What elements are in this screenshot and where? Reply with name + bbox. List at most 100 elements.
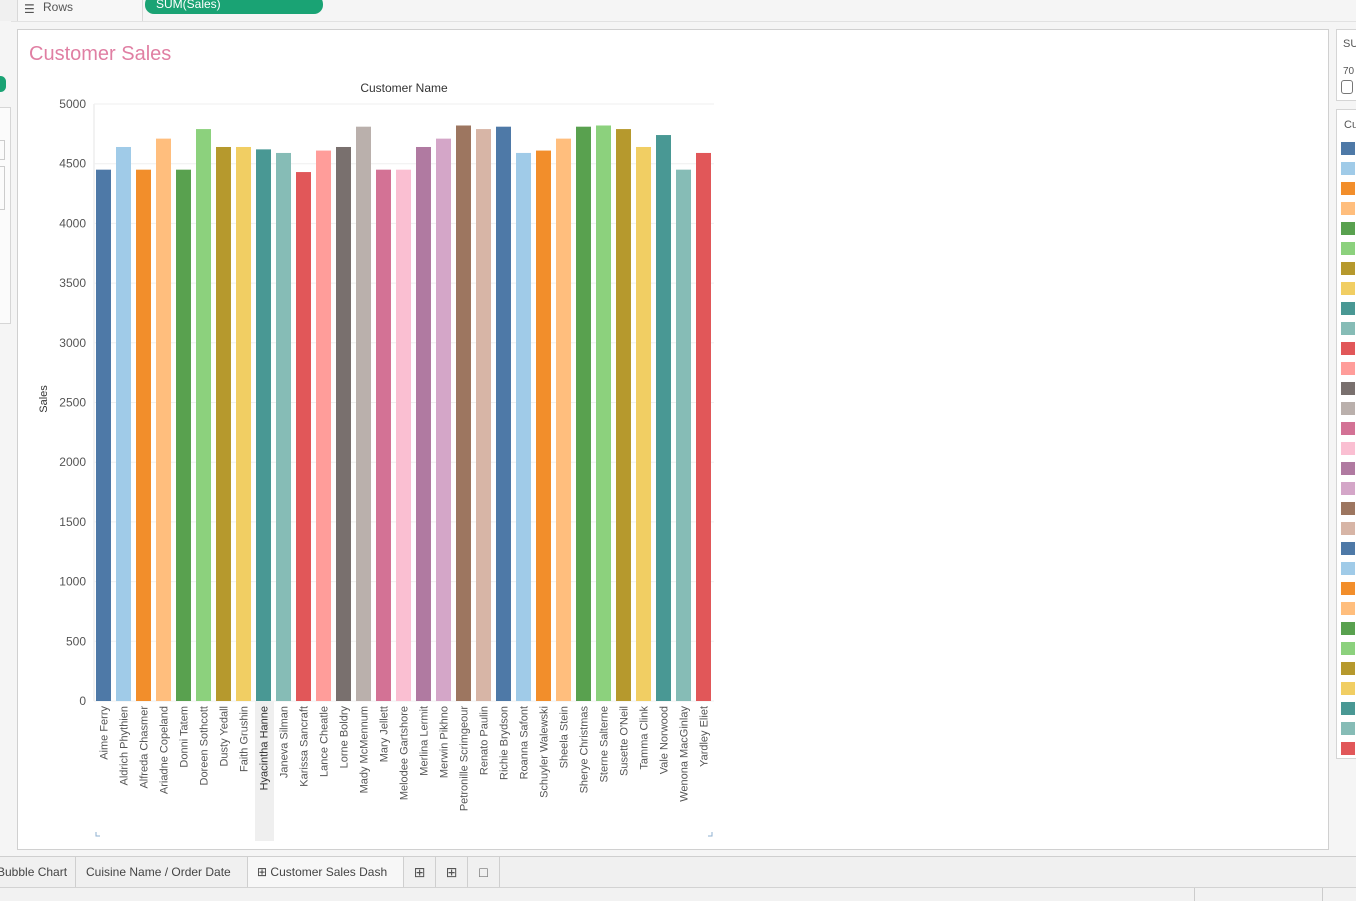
- legend-swatch[interactable]: [1341, 522, 1355, 535]
- x-tick-label[interactable]: Schuyler Walewski: [539, 706, 551, 798]
- left-mini-control[interactable]: [0, 140, 5, 160]
- bar[interactable]: [296, 172, 311, 702]
- legend-swatch[interactable]: [1341, 262, 1355, 275]
- bar[interactable]: [476, 129, 491, 702]
- x-tick-label[interactable]: Tamma Clink: [639, 706, 651, 770]
- bar[interactable]: [116, 146, 131, 701]
- bar[interactable]: [596, 125, 611, 701]
- legend-swatch[interactable]: [1341, 422, 1355, 435]
- x-tick-label[interactable]: Merwin Pikhno: [439, 706, 451, 778]
- legend-swatch[interactable]: [1341, 542, 1355, 555]
- x-tick-label[interactable]: Ariadne Copeland: [159, 706, 171, 794]
- tab-cuisine-order-date[interactable]: Cuisine Name / Order Date: [76, 857, 248, 888]
- legend-swatch[interactable]: [1341, 402, 1355, 415]
- bar[interactable]: [216, 146, 231, 701]
- legend-swatch[interactable]: [1341, 502, 1355, 515]
- x-tick-label[interactable]: Dusty Yedall: [219, 706, 231, 767]
- sum-sales-pill[interactable]: SUM(Sales): [145, 0, 323, 14]
- bar[interactable]: [576, 126, 591, 702]
- bar[interactable]: [696, 152, 711, 702]
- bar[interactable]: [136, 169, 151, 702]
- bar[interactable]: [456, 125, 471, 701]
- legend-swatch[interactable]: [1341, 322, 1355, 335]
- left-mini-control-2[interactable]: [0, 166, 5, 210]
- bar[interactable]: [336, 146, 351, 701]
- legend-swatch[interactable]: [1341, 242, 1355, 255]
- legend-swatch[interactable]: [1341, 622, 1355, 635]
- x-tick-label[interactable]: Aime Ferry: [99, 706, 111, 760]
- bar[interactable]: [176, 169, 191, 702]
- legend-swatch[interactable]: [1341, 662, 1355, 675]
- x-tick-label[interactable]: Renato Paulin: [479, 706, 491, 775]
- bar[interactable]: [496, 126, 511, 702]
- legend-swatch[interactable]: [1341, 742, 1355, 755]
- new-dashboard-icon[interactable]: ⊞: [436, 857, 468, 888]
- x-tick-label[interactable]: Aldrich Phythien: [119, 706, 131, 786]
- legend-swatch[interactable]: [1341, 302, 1355, 315]
- x-tick-label[interactable]: Mary Jellett: [379, 706, 391, 762]
- tab-bubble-chart[interactable]: Bubble Chart: [0, 857, 76, 888]
- legend-swatch[interactable]: [1341, 282, 1355, 295]
- x-tick-label[interactable]: Sheela Stein: [559, 706, 571, 768]
- x-tick-label[interactable]: Mady McMennum: [359, 706, 371, 793]
- legend-swatch[interactable]: [1341, 582, 1355, 595]
- legend-swatch[interactable]: [1341, 162, 1355, 175]
- bar[interactable]: [616, 129, 631, 702]
- legend-swatch[interactable]: [1341, 442, 1355, 455]
- bar[interactable]: [636, 146, 651, 701]
- x-tick-label[interactable]: Alfreda Chasmer: [139, 706, 151, 789]
- x-tick-label[interactable]: Sterne Salterne: [599, 706, 611, 782]
- legend-control[interactable]: [1341, 80, 1353, 94]
- sum-sales-legend[interactable]: SU 70: [1336, 29, 1356, 101]
- legend-swatch[interactable]: [1341, 382, 1355, 395]
- bar[interactable]: [156, 138, 171, 702]
- x-tick-label[interactable]: Petronille Scrimgeour: [459, 706, 471, 811]
- x-tick-label[interactable]: Richie Brydson: [499, 706, 511, 780]
- x-tick-label[interactable]: Janeva Silman: [279, 706, 291, 778]
- bar[interactable]: [96, 169, 111, 702]
- legend-swatch[interactable]: [1341, 682, 1355, 695]
- x-tick-label[interactable]: Vale Norwood: [659, 706, 671, 774]
- legend-swatch[interactable]: [1341, 142, 1355, 155]
- left-pill-edge[interactable]: [0, 76, 6, 92]
- rows-drop-area[interactable]: [323, 0, 1356, 21]
- x-tick-label[interactable]: Donni Tatem: [179, 706, 191, 768]
- bar[interactable]: [356, 126, 371, 702]
- bar[interactable]: [196, 129, 211, 702]
- x-tick-label[interactable]: Lorne Boldry: [339, 706, 351, 769]
- legend-swatch[interactable]: [1341, 722, 1355, 735]
- x-tick-label[interactable]: Merlina Lermit: [419, 706, 431, 776]
- x-tick-label[interactable]: Karissa Sancraft: [299, 706, 311, 787]
- bar[interactable]: [316, 150, 331, 701]
- bar[interactable]: [396, 169, 411, 702]
- bar[interactable]: [676, 169, 691, 702]
- x-tick-label[interactable]: Lance Cheatle: [319, 706, 331, 777]
- bar[interactable]: [276, 152, 291, 702]
- x-tick-label[interactable]: Doreen Sothcott: [199, 706, 211, 786]
- bar[interactable]: [236, 146, 251, 701]
- legend-swatch[interactable]: [1341, 362, 1355, 375]
- legend-swatch[interactable]: [1341, 562, 1355, 575]
- new-story-icon[interactable]: □: [468, 857, 500, 888]
- legend-swatch[interactable]: [1341, 202, 1355, 215]
- x-tick-label[interactable]: Melodee Gartshore: [399, 706, 411, 800]
- tab-customer-sales-dash[interactable]: ⊞ Customer Sales Dash: [248, 857, 404, 888]
- legend-swatch[interactable]: [1341, 482, 1355, 495]
- bar[interactable]: [436, 138, 451, 702]
- legend-swatch[interactable]: [1341, 222, 1355, 235]
- x-tick-label[interactable]: Hyacintha Hanne: [259, 706, 271, 790]
- legend-swatch[interactable]: [1341, 462, 1355, 475]
- x-tick-label[interactable]: Yardley Eliet: [699, 706, 711, 767]
- x-tick-label[interactable]: Wenona MacGinlay: [679, 706, 691, 802]
- legend-swatch[interactable]: [1341, 642, 1355, 655]
- legend-swatch[interactable]: [1341, 602, 1355, 615]
- legend-swatch[interactable]: [1341, 702, 1355, 715]
- bar[interactable]: [556, 138, 571, 702]
- x-tick-label[interactable]: Susette O'Neil: [619, 706, 631, 776]
- bar[interactable]: [416, 146, 431, 701]
- new-worksheet-icon[interactable]: ⊞: [404, 857, 436, 888]
- legend-swatch[interactable]: [1341, 342, 1355, 355]
- bar[interactable]: [376, 169, 391, 702]
- x-tick-label[interactable]: Roanna Safont: [519, 706, 531, 779]
- bar[interactable]: [516, 152, 531, 702]
